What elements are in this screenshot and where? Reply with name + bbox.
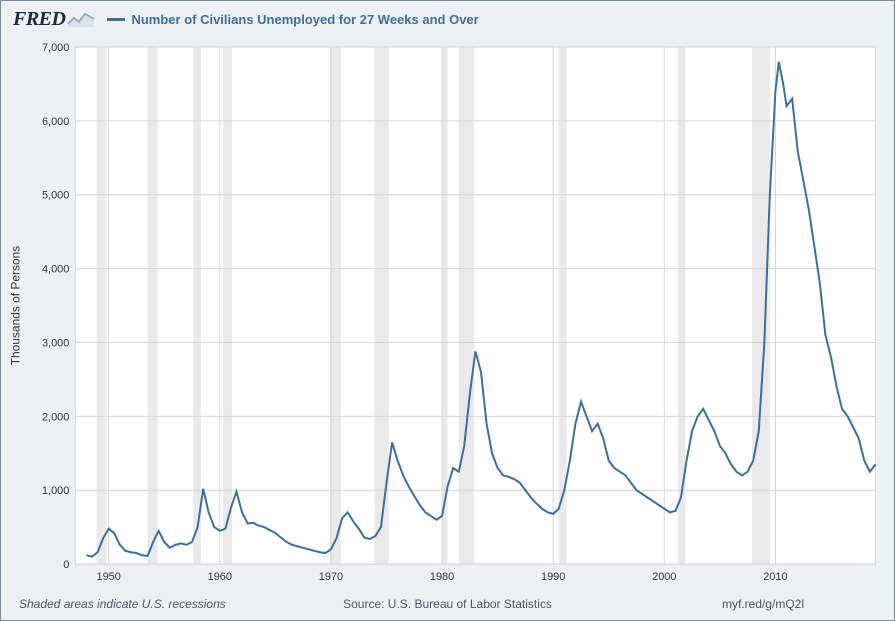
svg-text:2010: 2010	[763, 571, 787, 583]
chart-svg: 0 1,000 2,000 3,000 4,000 5,000 6,000 7,000 1950…	[1, 37, 894, 588]
svg-text:2,000: 2,000	[42, 411, 69, 423]
svg-text:Thousands of Persons: Thousands of Persons	[9, 246, 23, 365]
legend-label: Number of Civilians Unemployed for 27 We…	[131, 12, 478, 27]
chart-frame: FRED Number of Civilians Unemployed for …	[0, 0, 895, 621]
logo-chart-icon	[67, 10, 95, 28]
short-url[interactable]: myf.red/g/mQ2l	[722, 597, 804, 611]
svg-text:7,000: 7,000	[42, 42, 69, 54]
svg-text:1960: 1960	[208, 571, 232, 583]
svg-text:1990: 1990	[541, 571, 565, 583]
footer: Shaded areas indicate U.S. recessions So…	[1, 588, 894, 620]
source-text: Source: U.S. Bureau of Labor Statistics	[343, 597, 552, 611]
svg-text:1950: 1950	[97, 571, 121, 583]
fred-logo[interactable]: FRED	[13, 8, 95, 31]
svg-text:2000: 2000	[652, 571, 676, 583]
header: FRED Number of Civilians Unemployed for …	[1, 1, 894, 37]
svg-text:1,000: 1,000	[42, 485, 69, 497]
plot-area: 0 1,000 2,000 3,000 4,000 5,000 6,000 7,000 1950…	[1, 37, 894, 588]
svg-text:6,000: 6,000	[42, 116, 69, 128]
legend-line-icon	[107, 18, 125, 21]
svg-text:3,000: 3,000	[42, 337, 69, 349]
legend-item[interactable]: Number of Civilians Unemployed for 27 We…	[107, 12, 478, 27]
svg-text:1980: 1980	[430, 571, 454, 583]
svg-text:0: 0	[63, 559, 69, 571]
recession-note: Shaded areas indicate U.S. recessions	[19, 597, 226, 611]
svg-text:5,000: 5,000	[42, 190, 69, 202]
logo-text: FRED	[13, 8, 65, 31]
svg-text:1970: 1970	[319, 571, 343, 583]
svg-text:4,000: 4,000	[42, 264, 69, 276]
